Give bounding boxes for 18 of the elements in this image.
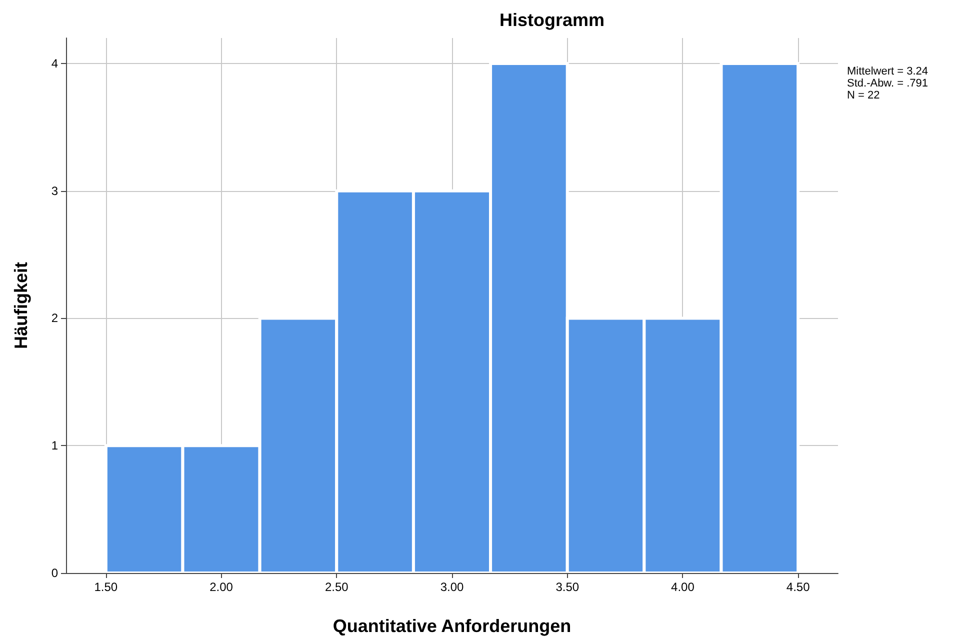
y-tick-label: 1 — [51, 438, 58, 453]
x-tick-label: 1.50 — [94, 580, 118, 594]
x-tick-label: 4.00 — [671, 580, 695, 594]
chart-title: Histogramm — [499, 10, 605, 30]
y-axis-title: Häufigkeit — [11, 262, 31, 350]
text: Std.-Abw. = .791 — [847, 78, 928, 90]
y-tick-label: 4 — [51, 56, 58, 70]
x-tick-label: 2.50 — [324, 580, 349, 594]
text: N = 22 — [847, 90, 880, 102]
y-tick-label: 2 — [51, 311, 58, 326]
y-tick-label: 0 — [51, 566, 58, 580]
x-tick-label: 3.00 — [440, 580, 464, 594]
x-axis-title: Quantitative Anforderungen — [332, 616, 572, 636]
y-tick-label: 3 — [51, 184, 58, 198]
x-tick-label: 2.00 — [210, 580, 234, 594]
x-tick-label: 4.50 — [786, 580, 810, 594]
text: Mittelwert = 3.24 — [847, 66, 928, 78]
x-tick-label: 3.50 — [556, 580, 580, 594]
